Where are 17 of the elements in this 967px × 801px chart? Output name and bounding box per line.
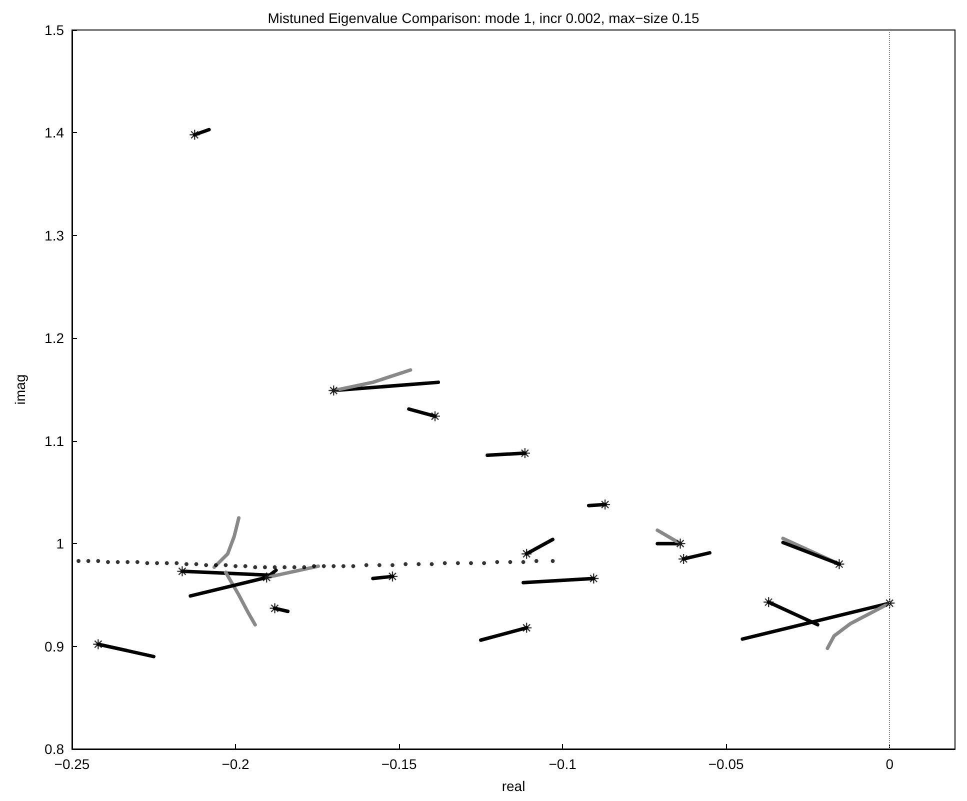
- y-tick-label: 1.3: [44, 227, 64, 244]
- x-tick-label: −0.2: [222, 756, 250, 772]
- y-tick-label: 1.1: [44, 432, 64, 449]
- y-tick-label: 0.9: [44, 638, 64, 654]
- x-tick-label: −0.1: [548, 756, 577, 772]
- y-tick-label: 1: [56, 536, 64, 552]
- x-tick-label: −0.15: [381, 756, 417, 772]
- x-tick-label: −0.05: [708, 756, 744, 772]
- y-tick-label: 1.5: [44, 22, 64, 38]
- x-axis-title: real: [502, 778, 526, 794]
- y-axis-title: imag: [12, 374, 28, 405]
- x-tick-label: −0.25: [54, 756, 90, 772]
- chart-title: Mistuned Eigenvalue Comparison: mode 1, incr 0.002, max−size 0.15: [268, 10, 700, 26]
- y-tick-label: 0.8: [44, 741, 64, 757]
- x-tick-label: 0: [886, 756, 894, 772]
- y-tick-label: 1.2: [44, 330, 64, 346]
- y-tick-label: 1.4: [44, 124, 64, 141]
